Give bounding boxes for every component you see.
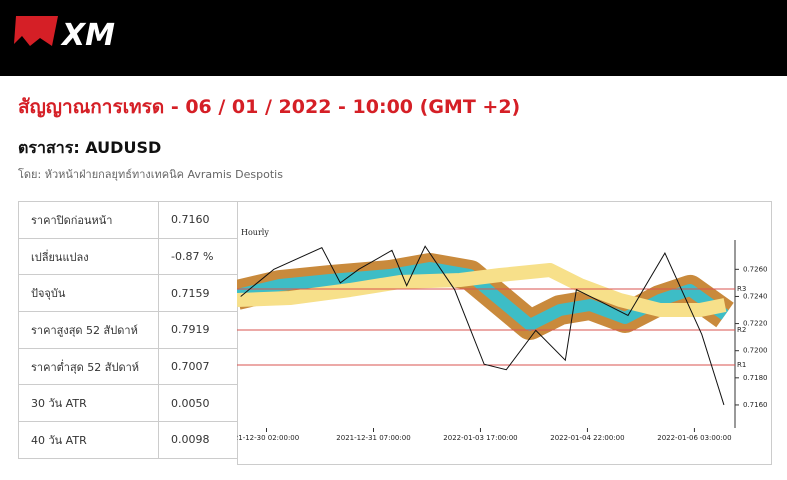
row-value: 0.7159 bbox=[158, 274, 239, 313]
y-tick-label: 0.7260 bbox=[743, 265, 768, 273]
page-title: สัญญาณการเทรด - 06 / 01 / 2022 - 10:00 (… bbox=[18, 96, 521, 118]
y-tick-label: 0.7240 bbox=[743, 292, 768, 300]
chart-frame bbox=[237, 201, 772, 465]
row-label: ราคาปิดก่อนหน้า bbox=[18, 201, 159, 239]
plot: Hourly 0.7160 0.7180 0.7200 0.7220 0.7240 0.7… bbox=[233, 228, 768, 442]
x-tick-label: 21-12-30 02:00:00 bbox=[237, 434, 299, 442]
x-tick-label: 2022-01-06 03:00:00 bbox=[657, 434, 731, 442]
chart: Hourly 0.7160 0.7180 0.7200 0.7220 0.7240 0.7… bbox=[233, 201, 772, 465]
price-line bbox=[240, 245, 725, 406]
x-tick-label: 2022-01-03 17:00:00 bbox=[443, 434, 517, 442]
table-row: 40 วัน ATR 0.0098 bbox=[18, 421, 239, 459]
y-tick-label: 0.7180 bbox=[743, 374, 768, 382]
chart-container: Hourly 0.7160 0.7180 0.7200 0.7220 0.7240 0.7… bbox=[233, 201, 773, 470]
table-row: ราคาสูงสุด 52 สัปดาห์ 0.7919 bbox=[18, 311, 239, 349]
y-tick-label: 0.7220 bbox=[743, 320, 768, 328]
chart-title: Hourly bbox=[241, 228, 269, 237]
table-row: ราคาปิดก่อนหน้า 0.7160 bbox=[18, 201, 239, 239]
x-tick-label: 2022-01-04 22:00:00 bbox=[550, 434, 624, 442]
instrument: ตราสาร: AUDUSD bbox=[18, 138, 162, 157]
row-value: 0.7007 bbox=[158, 347, 239, 386]
stats-table: ราคาปิดก่อนหน้า 0.7160 เปลี่ยนแปลง -0.87 % ป… bbox=[18, 201, 239, 459]
row-value: -0.87 % bbox=[158, 237, 239, 276]
row-label: ราคาต่ำสุด 52 สัปดาห์ bbox=[18, 347, 159, 386]
logo-text: XM bbox=[60, 18, 115, 53]
row-label: เปลี่ยนแปลง bbox=[18, 237, 159, 276]
logo[interactable]: XM bbox=[0, 0, 140, 76]
band-yellow bbox=[236, 263, 727, 317]
table-row: 30 วัน ATR 0.0050 bbox=[18, 384, 239, 423]
level-label: R2 bbox=[737, 326, 746, 334]
row-value: 0.7919 bbox=[158, 311, 239, 349]
row-label: ราคาสูงสุด 52 สัปดาห์ bbox=[18, 311, 159, 349]
row-value: 0.0050 bbox=[158, 384, 239, 423]
table-row: ปัจจุบัน 0.7159 bbox=[18, 274, 239, 313]
level-label: R3 bbox=[737, 285, 746, 293]
row-value: 0.7160 bbox=[158, 201, 239, 239]
row-label: 40 วัน ATR bbox=[18, 421, 159, 459]
table-row: เปลี่ยนแปลง -0.87 % bbox=[18, 237, 239, 276]
y-tick-label: 0.7160 bbox=[743, 401, 768, 409]
row-value: 0.0098 bbox=[158, 421, 239, 459]
table-row: ราคาต่ำสุด 52 สัปดาห์ 0.7007 bbox=[18, 347, 239, 386]
x-tick-label: 2021-12-31 07:00:00 bbox=[336, 434, 410, 442]
logo-icon bbox=[14, 16, 58, 46]
level-label: R1 bbox=[737, 361, 746, 369]
y-tick-label: 0.7200 bbox=[743, 347, 768, 355]
row-label: 30 วัน ATR bbox=[18, 384, 159, 423]
row-label: ปัจจุบัน bbox=[18, 274, 159, 313]
byline: โดย: หัวหน้าฝ่ายกลยุทธ์ทางเทคนิค Avramis… bbox=[18, 168, 283, 181]
header: XM bbox=[0, 0, 787, 76]
